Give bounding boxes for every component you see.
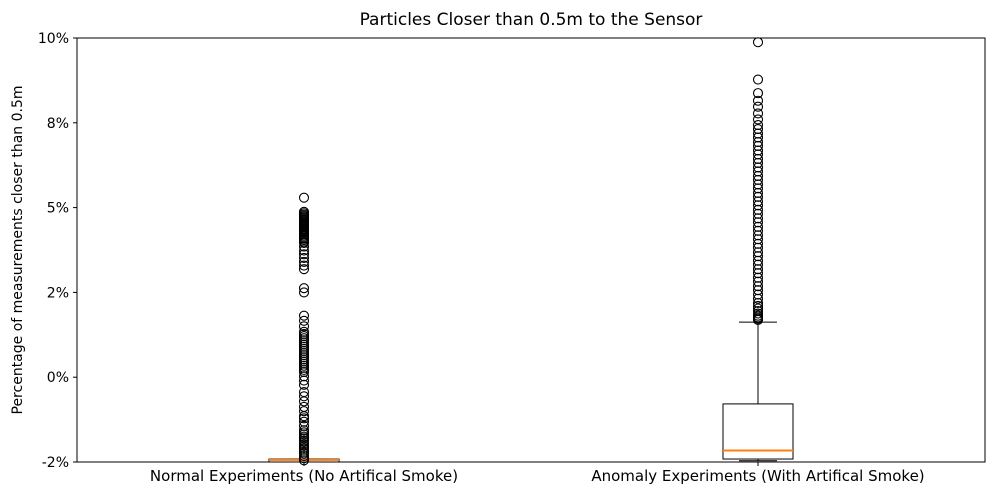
outlier-point <box>298 252 310 263</box>
y-tick-label: 8% <box>47 116 69 132</box>
axis-ticks-layer: 10% 8% 5% 2% 0% -2% Normal Experiments (No Art… <box>38 31 925 485</box>
y-tick-label: 10% <box>38 31 69 47</box>
box-series-2 <box>722 37 794 462</box>
outlier-point <box>298 256 310 267</box>
outlier-point <box>298 260 310 271</box>
outlier-point <box>298 406 310 417</box>
outlier-point <box>752 300 764 312</box>
outlier-point <box>752 293 764 304</box>
outlier-point <box>752 37 764 48</box>
plot-area-frame <box>76 37 986 463</box>
outlier-point <box>298 375 310 386</box>
chart-title: Particles Closer than 0.5m to the Sensor <box>360 10 703 30</box>
box-series-1 <box>268 192 340 466</box>
outlier-point <box>298 249 310 260</box>
outlier-point <box>298 310 310 321</box>
outlier-point <box>298 396 310 407</box>
x-category-label: Anomaly Experiments (With Artifical Smok… <box>591 467 924 485</box>
outlier-point <box>298 241 310 252</box>
outlier-point <box>298 287 310 298</box>
outlier-point <box>298 379 310 390</box>
iqr-box <box>722 403 794 460</box>
y-tick-label: 0% <box>47 370 69 386</box>
outlier-point <box>752 297 764 309</box>
outlier-point <box>298 413 310 424</box>
outlier-point <box>752 114 764 125</box>
outlier-point <box>298 245 310 256</box>
outlier-point <box>298 448 310 459</box>
outlier-point <box>298 315 310 326</box>
outlier-point <box>298 237 310 248</box>
outlier-point <box>298 411 310 422</box>
outlier-point <box>298 283 310 294</box>
outlier-point <box>298 264 310 275</box>
outlier-point <box>752 281 764 292</box>
y-tick-label: 2% <box>47 285 69 301</box>
y-tick-label: 5% <box>47 201 69 217</box>
outlier-point <box>298 391 310 402</box>
boxplot-series-layer <box>268 37 794 466</box>
outlier-point <box>298 455 310 466</box>
outlier-point <box>752 95 764 106</box>
outlier-point <box>752 314 764 326</box>
outlier-point <box>298 321 310 332</box>
y-tick-label: -2% <box>42 455 69 471</box>
outlier-point <box>752 74 764 85</box>
outlier-point <box>752 88 764 99</box>
outlier-point <box>752 108 764 119</box>
x-category-label: Normal Experiments (No Artifical Smoke) <box>150 467 458 485</box>
outlier-point <box>752 101 764 112</box>
y-axis-label: Percentage of measurements closer than 0… <box>10 86 26 415</box>
outlier-point <box>298 192 310 203</box>
